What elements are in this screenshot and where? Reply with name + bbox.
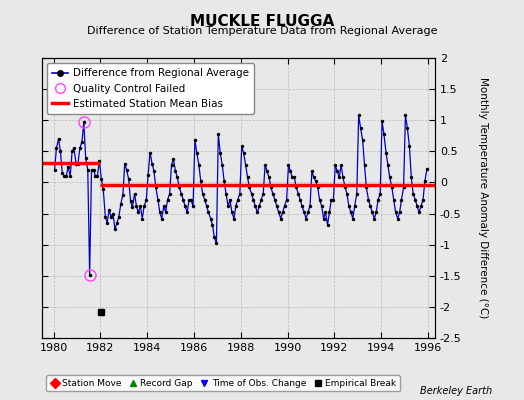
Legend: Difference from Regional Average, Quality Control Failed, Estimated Station Mean: Difference from Regional Average, Qualit… (47, 63, 254, 114)
Y-axis label: Monthly Temperature Anomaly Difference (°C): Monthly Temperature Anomaly Difference (… (478, 77, 488, 319)
Text: Berkeley Earth: Berkeley Earth (420, 386, 493, 396)
Text: Difference of Station Temperature Data from Regional Average: Difference of Station Temperature Data f… (87, 26, 437, 36)
Text: MUCKLE FLUGGA: MUCKLE FLUGGA (190, 14, 334, 29)
Legend: Station Move, Record Gap, Time of Obs. Change, Empirical Break: Station Move, Record Gap, Time of Obs. C… (47, 375, 400, 392)
